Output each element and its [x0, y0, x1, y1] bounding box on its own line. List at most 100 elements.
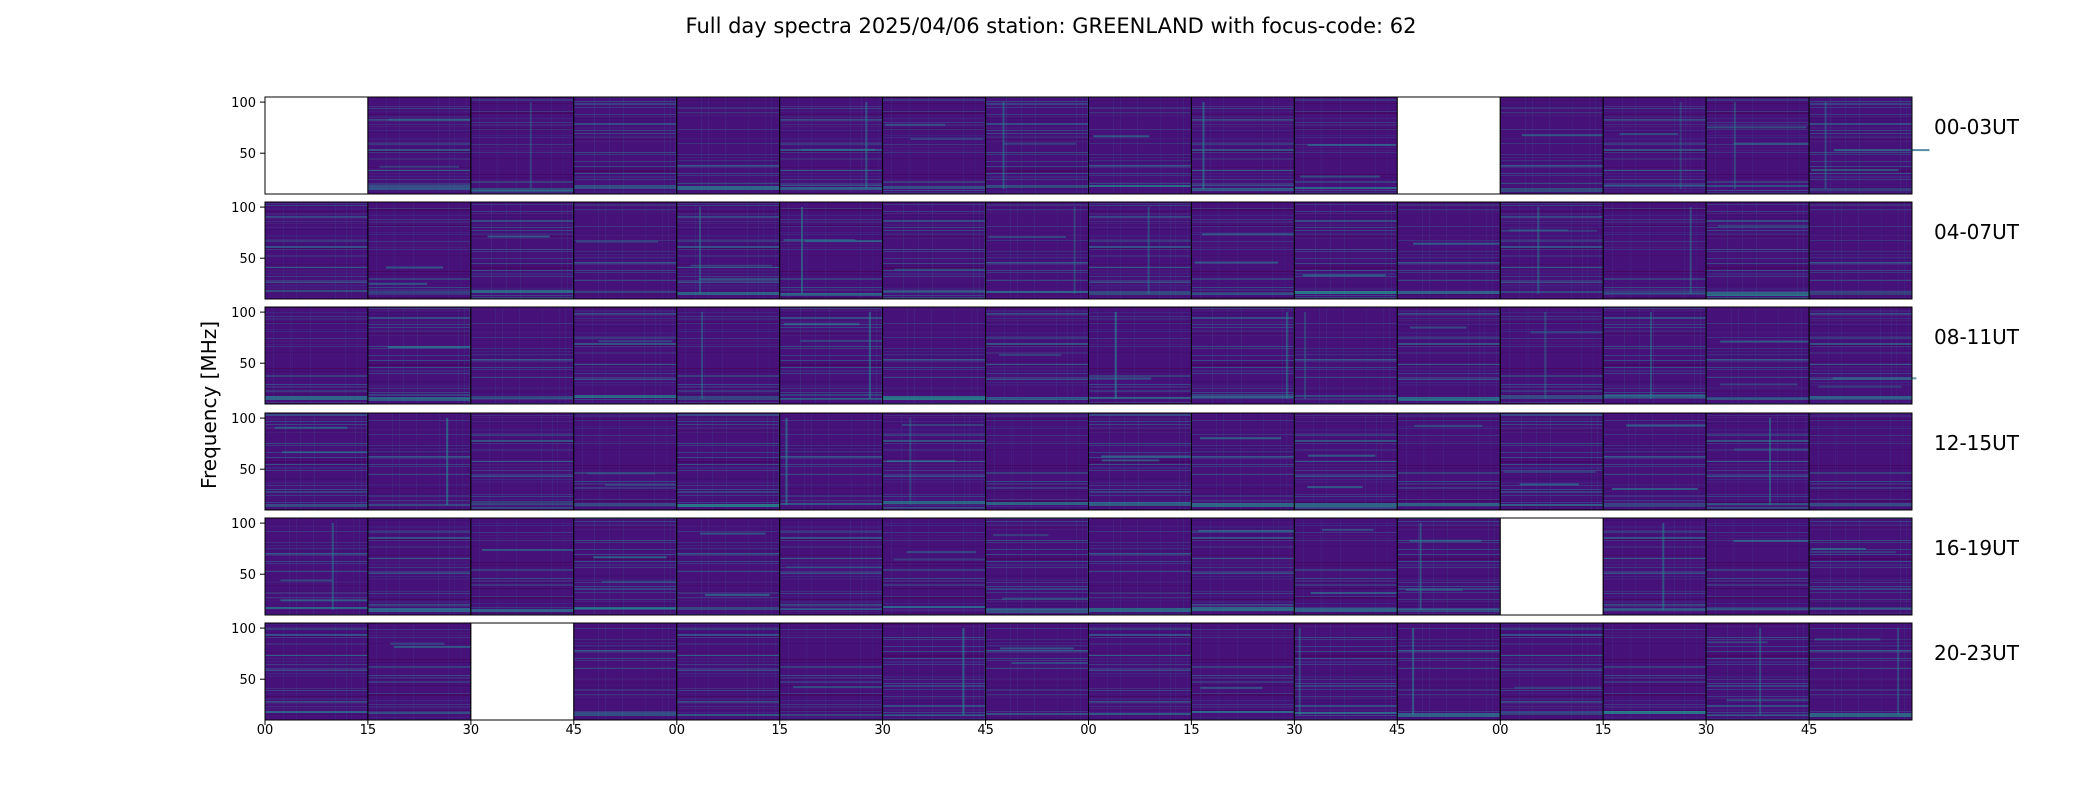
low-frequency-band — [1397, 291, 1501, 294]
burst-line — [868, 312, 871, 399]
spectrogram-fill — [1294, 518, 1398, 615]
emission-line — [1093, 135, 1150, 138]
emission-line — [379, 165, 460, 168]
spectra-panel — [1602, 412, 1724, 511]
burst-line — [1298, 628, 1301, 715]
emission-line — [1833, 149, 1930, 152]
spectrogram-fill — [985, 307, 1089, 404]
spectrogram-fill — [1397, 518, 1501, 615]
emission-line — [1501, 229, 1597, 232]
y-tick-label: 50 — [239, 463, 256, 478]
low-frequency-band — [367, 291, 471, 293]
spectrogram-fill — [1191, 202, 1295, 299]
emission-line — [885, 123, 945, 126]
x-tick-label: 00 — [669, 723, 686, 738]
emission-line — [1088, 377, 1152, 380]
emission-line — [690, 264, 773, 267]
low-frequency-band — [265, 607, 368, 609]
emission-line — [1310, 592, 1398, 594]
x-tick-label: 15 — [1595, 723, 1612, 738]
emission-line — [902, 423, 984, 426]
low-frequency-band — [1191, 711, 1295, 713]
panel-border — [1808, 201, 1913, 300]
spectrogram-fill — [676, 623, 780, 720]
spectrogram-fill — [470, 202, 574, 299]
spectra-panel — [1088, 201, 1192, 300]
spectra-panel — [1499, 622, 1604, 721]
spectrogram-fill — [470, 413, 574, 510]
low-frequency-band — [573, 185, 677, 189]
spectra-panel — [367, 412, 472, 511]
low-frequency-band — [882, 501, 986, 504]
spectrogram-fill — [1191, 518, 1295, 615]
emission-line — [1733, 539, 1816, 542]
emission-line — [893, 558, 989, 561]
spectra-panel — [367, 517, 472, 616]
spectra-panel — [367, 306, 484, 405]
burst-line — [1073, 207, 1076, 294]
spectra-panel — [1088, 517, 1192, 616]
spectra-panel — [470, 517, 583, 616]
spectrogram-fill — [265, 518, 368, 615]
emission-line — [1519, 483, 1579, 486]
burst-line — [1824, 102, 1827, 189]
low-frequency-band — [779, 608, 883, 610]
spectrogram-fill — [367, 518, 471, 615]
low-frequency-band — [470, 290, 574, 293]
low-frequency-band — [1500, 395, 1604, 399]
empty-panel-bg — [1500, 518, 1604, 615]
emission-line — [368, 282, 428, 285]
spectra-panel — [676, 412, 781, 511]
x-axis: 00 15 30 45 00 15 30 45 00 15 30 45 00 15 30 45 — [257, 720, 1817, 738]
spectra-panel — [470, 96, 575, 195]
burst-line — [1759, 628, 1762, 715]
low-frequency-band — [1088, 185, 1192, 187]
spectra-panel — [264, 517, 378, 616]
spectra-panel — [882, 96, 986, 195]
low-frequency-band — [573, 503, 677, 506]
spectrogram-fill — [1088, 202, 1192, 299]
spectrogram-fill — [1500, 623, 1604, 720]
spectra-panel — [676, 622, 781, 721]
spectra-panel — [1808, 306, 1917, 405]
low-frequency-band — [265, 396, 368, 400]
spectra-panel — [882, 622, 986, 721]
spectra-panel — [573, 306, 678, 405]
emission-line — [481, 549, 583, 551]
low-frequency-band — [1294, 395, 1398, 397]
spectrogram-fill — [1603, 518, 1707, 615]
emission-line — [385, 266, 444, 269]
spectra-panel — [1293, 96, 1398, 195]
spectra-panel — [779, 517, 886, 616]
low-frequency-band — [676, 292, 780, 295]
panel-border — [1808, 306, 1913, 405]
low-frequency-band — [573, 291, 677, 293]
spectra-panel — [470, 412, 575, 511]
burst-line — [529, 102, 532, 189]
spectra-panel — [1808, 201, 1913, 300]
burst-line — [699, 207, 701, 294]
emission-line — [487, 235, 550, 238]
low-frequency-band — [265, 504, 368, 507]
spectrogram-fill — [470, 518, 574, 615]
burst-line — [1114, 312, 1117, 399]
spectra-panel — [1602, 306, 1707, 405]
spectra-panel — [779, 306, 901, 405]
spectrogram-fill — [1500, 307, 1604, 404]
row-label: 12-15UT — [1934, 431, 2020, 455]
y-tick-label: 100 — [231, 517, 256, 532]
low-frequency-band — [367, 397, 471, 401]
spectrogram-fill — [573, 97, 677, 194]
spectrogram-fill — [882, 518, 986, 615]
spectra-panel-empty — [1396, 96, 1501, 195]
spectrogram-fill — [1500, 413, 1604, 510]
emission-line — [1706, 641, 1768, 644]
low-frequency-band — [1706, 608, 1809, 610]
emission-line — [274, 426, 348, 429]
low-frequency-band — [1088, 291, 1192, 295]
low-frequency-band — [1809, 503, 1912, 506]
emission-line — [805, 240, 892, 243]
spectra-panel — [882, 412, 986, 511]
spectrogram-fill — [1294, 202, 1398, 299]
low-frequency-band — [1088, 502, 1192, 506]
